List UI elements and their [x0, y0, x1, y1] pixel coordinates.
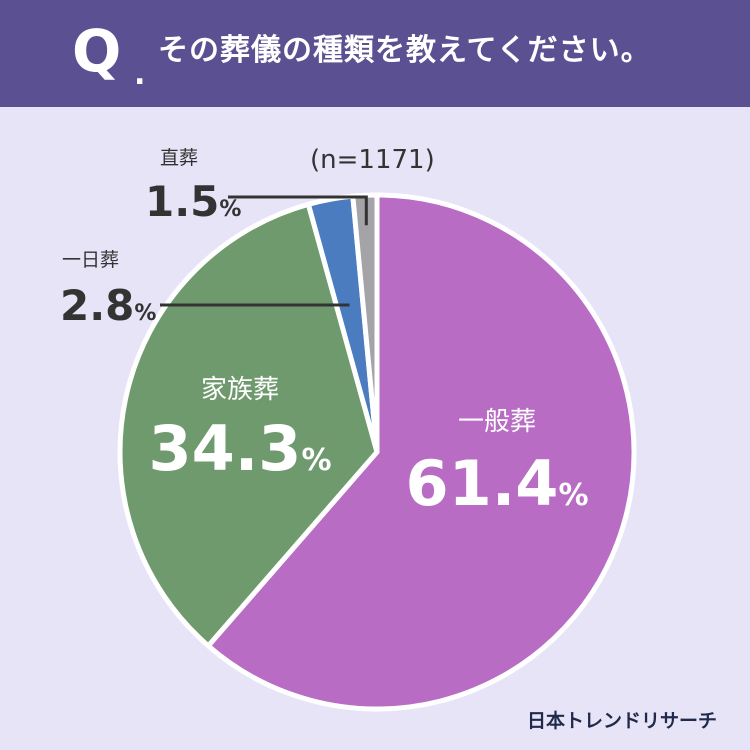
slice-label-kazokuso: 家族葬 — [201, 375, 279, 405]
slice-value-kazokuso: 34.3% — [148, 412, 331, 485]
leader-lines — [160, 195, 368, 307]
q-mark: Q — [72, 17, 122, 85]
slice-label-ichinichiso: 一日葬 — [62, 249, 119, 271]
pie-slice-2 — [117, 201, 380, 649]
leader-line-chokuso — [228, 195, 368, 226]
slice-label-chokuso: 直葬 — [160, 147, 198, 169]
slice-label-ippanso: 一般葬 — [458, 407, 536, 437]
pie-slice-1 — [205, 192, 637, 712]
pie-slices — [117, 192, 637, 712]
brand-logo: 日本トレンドリサーチ — [527, 710, 718, 732]
q-dot: . — [134, 57, 146, 92]
pie-labels: 一般葬 61.4% 家族葬 34.3% 一日葬 2.8% 直葬 1.5% — [60, 147, 589, 520]
question-title: その葬儀の種類を教えてください。 — [158, 33, 652, 68]
sample-size-note: (n=1171) — [310, 145, 435, 175]
slice-value-ichinichiso: 2.8% — [60, 281, 156, 330]
header-banner: Q . その葬儀の種類を教えてください。 — [0, 0, 750, 107]
slice-value-chokuso: 1.5% — [145, 177, 241, 226]
slice-value-ippanso: 61.4% — [405, 447, 588, 520]
